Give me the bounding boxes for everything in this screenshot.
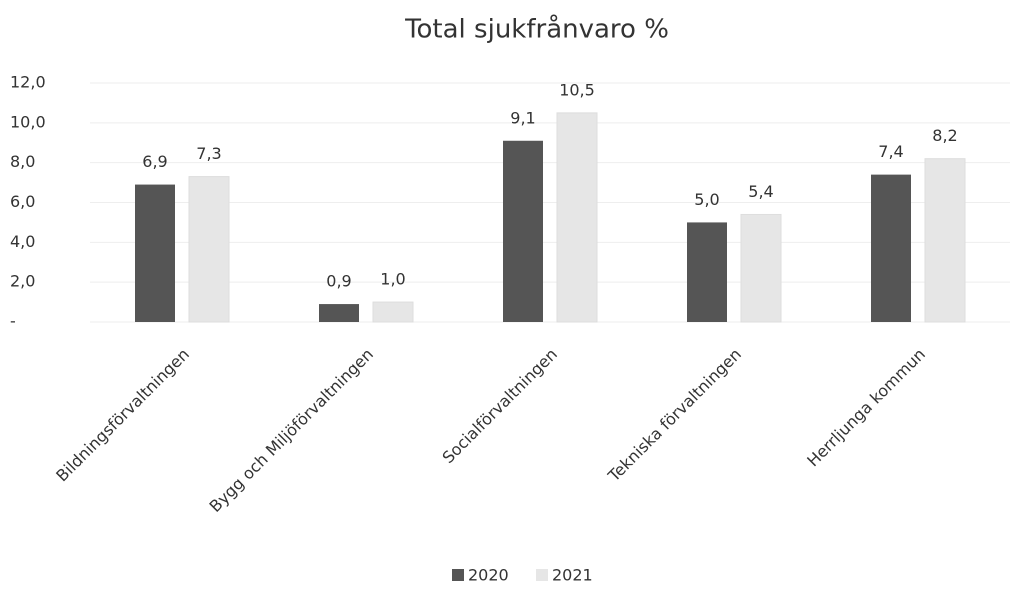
y-tick-label: 6,0 xyxy=(10,192,35,211)
data-label: 1,0 xyxy=(380,270,405,289)
bar xyxy=(319,304,359,322)
x-tick-label: Bildningsförvaltningen xyxy=(52,345,193,486)
bar xyxy=(556,112,598,323)
bar xyxy=(135,184,175,322)
x-tick-label: Socialförvaltningen xyxy=(438,345,561,468)
legend-label: 2020 xyxy=(468,566,509,585)
y-tick-label: 4,0 xyxy=(10,232,35,251)
x-tick-label: Bygg och Miljöförvaltningen xyxy=(206,345,377,516)
y-tick-label: - xyxy=(10,312,16,331)
y-tick-label: 8,0 xyxy=(10,152,35,171)
chart-title: Total sjukfrånvaro % xyxy=(404,14,669,45)
y-tick-label: 12,0 xyxy=(10,73,46,92)
bar xyxy=(740,213,782,323)
data-label: 8,2 xyxy=(932,126,957,145)
legend-swatch xyxy=(452,569,464,581)
bar xyxy=(924,158,966,323)
x-tick-label: Herrljunga kommun xyxy=(803,345,929,471)
bar xyxy=(503,140,543,322)
bar xyxy=(188,176,230,323)
legend-label: 2021 xyxy=(552,566,593,585)
bar xyxy=(871,174,911,322)
data-label: 10,5 xyxy=(559,80,595,99)
data-label: 7,3 xyxy=(196,144,221,163)
data-label: 5,0 xyxy=(694,190,719,209)
x-tick-label: Tekniska förvaltningen xyxy=(604,345,745,486)
data-label: 7,4 xyxy=(878,142,903,161)
data-label: 9,1 xyxy=(510,108,535,127)
data-label: 6,9 xyxy=(142,152,167,171)
y-tick-label: 2,0 xyxy=(10,272,35,291)
data-label: 5,4 xyxy=(748,182,773,201)
bar xyxy=(687,222,727,322)
bar xyxy=(372,301,414,323)
data-label: 0,9 xyxy=(326,272,351,291)
y-tick-label: 10,0 xyxy=(10,112,46,131)
legend-swatch xyxy=(536,569,548,581)
